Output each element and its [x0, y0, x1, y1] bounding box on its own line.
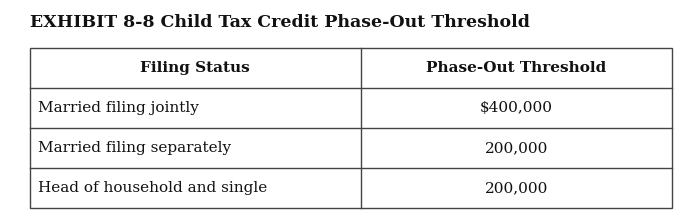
Text: Married filing jointly: Married filing jointly [38, 101, 199, 115]
Text: Phase-Out Threshold: Phase-Out Threshold [426, 61, 607, 75]
Text: Head of household and single: Head of household and single [38, 181, 268, 195]
Text: 200,000: 200,000 [484, 141, 548, 155]
Bar [30, 48, 672, 208]
Text: $400,000: $400,000 [480, 101, 553, 115]
Text: Filing Status: Filing Status [140, 61, 250, 75]
Text: Married filing separately: Married filing separately [38, 141, 231, 155]
Text: 200,000: 200,000 [484, 181, 548, 195]
Text: EXHIBIT 8-8 Child Tax Credit Phase-Out Threshold: EXHIBIT 8-8 Child Tax Credit Phase-Out T… [30, 14, 530, 31]
